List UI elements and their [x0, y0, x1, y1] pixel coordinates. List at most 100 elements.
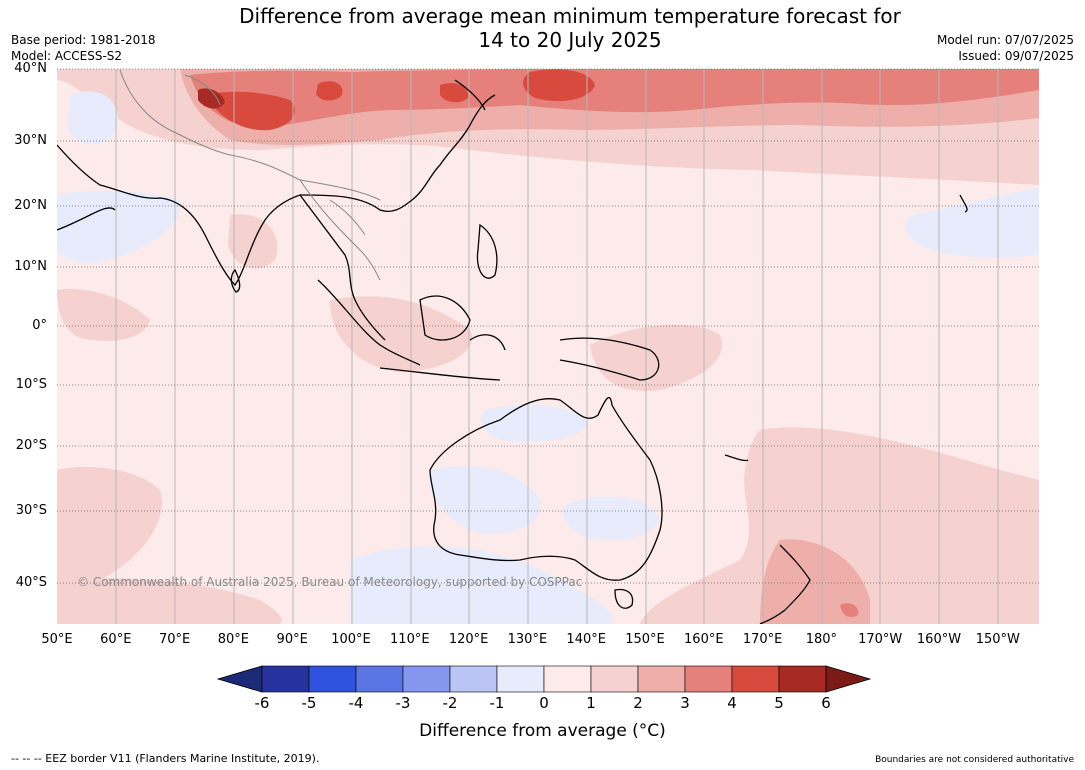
longitude-label: 100°E: [331, 632, 371, 647]
anomaly-patch-china2-4-5: [440, 83, 469, 103]
colorbar-swatch: [449, 665, 498, 693]
issued-date: Issued: 09/07/2025: [958, 49, 1074, 63]
anomaly-patch-nz-2-3: [760, 539, 870, 624]
graticule: [115, 69, 999, 624]
anomaly-patch-cold-southern: [350, 546, 613, 624]
model-name: Model: ACCESS-S2: [11, 49, 123, 63]
coastline-arabia: [57, 207, 116, 231]
anomaly-patch-tibet-4-5: [205, 91, 295, 131]
longitude-label: 150°W: [975, 632, 1020, 647]
anomaly-patch-swindian-1-2: [57, 466, 162, 588]
model-info: Base period: 1981-2018 Model: ACCESS-S2: [11, 32, 156, 64]
latitude-label: 20°N: [14, 198, 47, 213]
anomaly-patch-china-4-5: [316, 81, 343, 101]
border-himalaya: [119, 69, 381, 201]
coastline-east-asia: [299, 94, 496, 212]
anomaly-patch-indian-1-2: [57, 289, 150, 341]
anomaly-patch-cold-wa: [429, 466, 541, 534]
anomaly-patch-nz-3-4: [840, 603, 859, 618]
colorbar-swatch: [778, 665, 827, 693]
colorbar-swatch: [731, 665, 780, 693]
latitude-label: 20°S: [15, 438, 47, 453]
border-laos: [329, 199, 366, 236]
coastline-tasmania: [614, 588, 634, 609]
anomaly-patch-5-6: [198, 88, 225, 109]
anomaly-patch-cold-arabiansea: [57, 190, 181, 263]
longitude-label: 120°E: [448, 632, 489, 647]
latitude-label: 30°S: [15, 503, 47, 518]
country-borders: [119, 69, 381, 281]
colorbar-swatch: [402, 665, 451, 693]
longitude-label: 150°E: [625, 632, 665, 647]
colorbar-swatch: [684, 665, 733, 693]
colorbar-under-arrow: [216, 665, 263, 693]
colorbar-swatch: [496, 665, 545, 693]
colorbar-swatch: [355, 665, 404, 693]
longitude-label: 140°E: [566, 632, 606, 647]
title-line-1: Difference from average mean minimum tem…: [239, 4, 901, 28]
latitude-label: 0°: [32, 318, 47, 333]
colorbar-tick-label: -4: [348, 694, 364, 712]
colorbar-tick-label: -1: [489, 694, 505, 712]
colorbar-tick-label: 3: [680, 694, 690, 712]
longitude-label: 90°E: [276, 632, 308, 647]
longitude-label: 170°W: [858, 632, 903, 647]
colorbar-tick-label: -6: [254, 694, 270, 712]
coastline-hawaii: [959, 194, 968, 213]
coastline-newcaledonia: [724, 454, 749, 462]
colorbar-swatch: [637, 665, 686, 693]
longitude-label: 170°E: [742, 632, 783, 647]
coastline-srilanka: [230, 268, 241, 293]
coastline-borneo: [419, 295, 471, 341]
anomaly-patch-southwest-1-2: [57, 578, 282, 624]
longitude-label: 160°E: [684, 632, 724, 647]
anomaly-patch-north-3-4: [190, 69, 1039, 128]
latitude-label: 30°N: [14, 133, 47, 148]
latitude-label: 40°S: [15, 575, 47, 590]
coastline-philippines: [476, 223, 498, 279]
colorbar-swatch: [543, 665, 592, 693]
model-run: Model run: 07/07/2025: [936, 33, 1074, 47]
coastlines: [57, 79, 968, 624]
coastline-sumatra: [317, 279, 421, 366]
colorbar-title: Difference from average (°C): [419, 721, 666, 741]
eez-legend: -- -- -- EEZ border V11 (Flanders Marine…: [11, 752, 320, 765]
copyright-note: © Commonwealth of Australia 2025, Bureau…: [77, 575, 583, 589]
longitude-label: 70°E: [158, 632, 191, 647]
border-indochina: [299, 179, 381, 281]
colorbar-tick-label: 4: [727, 694, 737, 712]
colorbar-swatch: [308, 665, 357, 693]
coastline-newzealand: [759, 544, 811, 624]
longitude-label: 130°E: [507, 632, 548, 647]
colorbar-tick-label: 2: [633, 694, 643, 712]
latitude-label: 10°S: [15, 377, 47, 392]
coastline-sulawesi: [469, 334, 506, 351]
anomaly-patch-mongolia-4-5: [523, 69, 595, 102]
colorbar-tick-label: 0: [539, 694, 549, 712]
colorbar-swatch: [590, 665, 639, 693]
coastline-australia: [429, 396, 663, 581]
anomaly-patch-cold-arabia: [68, 91, 119, 145]
latitude-label: 40°N: [14, 61, 47, 76]
colorbar-tick-label: -5: [301, 694, 317, 712]
colorbar-swatch: [261, 665, 310, 693]
colorbar-tick-label: -3: [395, 694, 411, 712]
map-title: Difference from average mean minimum tem…: [0, 4, 1085, 52]
run-info: Model run: 07/07/2025 Issued: 09/07/2025: [937, 32, 1074, 64]
longitude-label: 180°: [805, 632, 838, 647]
base-period: Base period: 1981-2018: [11, 33, 156, 47]
coastline-newguinea: [559, 337, 660, 381]
colorbar-tick-label: -2: [442, 694, 458, 712]
longitude-label: 50°E: [41, 632, 73, 647]
latitude-label: 10°N: [14, 259, 47, 274]
longitude-label: 60°E: [100, 632, 132, 647]
longitude-label: 160°W: [916, 632, 962, 647]
anomaly-patch-india-1-2: [228, 214, 278, 269]
longitude-label: 80°E: [217, 632, 250, 647]
coastline-korea: [454, 79, 486, 111]
title-line-2: 14 to 20 July 2025: [478, 28, 662, 52]
coastline-java: [379, 367, 501, 381]
colorbar-tick-label: 1: [586, 694, 596, 712]
